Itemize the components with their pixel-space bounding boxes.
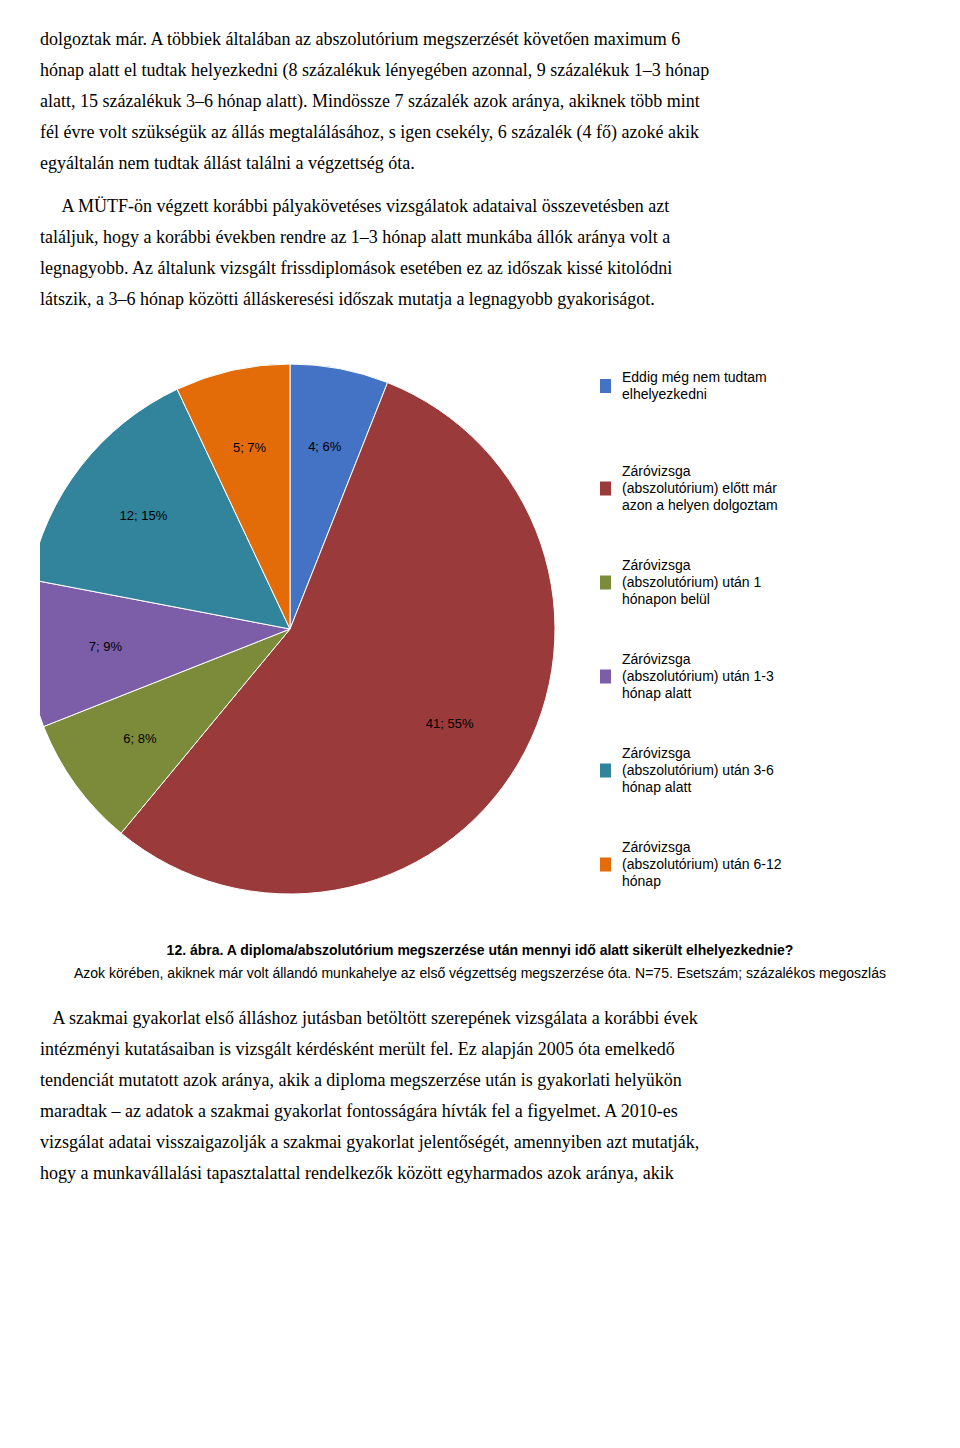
paragraph-gap: [40, 179, 920, 191]
text-line: fél évre volt szükségük az állás megtalá…: [40, 117, 920, 148]
data-label: 5; 7%: [233, 440, 267, 455]
legend-label-line: Záróvizsga: [622, 651, 691, 667]
legend-label-line: Záróvizsga: [622, 463, 691, 479]
legend-label-line: hónap alatt: [622, 685, 691, 701]
legend-item: Záróvizsga(abszolutórium) után 1-3hónap …: [600, 651, 774, 701]
text-line: egyáltalán nem tudtak állást találni a v…: [40, 148, 920, 179]
legend-label-line: (abszolutórium) után 6-12: [622, 856, 782, 872]
legend-label-line: elhelyezkedni: [622, 386, 707, 402]
text-line: dolgoztak már. A többiek általában az ab…: [40, 24, 920, 55]
legend-label-line: (abszolutórium) előtt már: [622, 480, 777, 496]
paragraph: A MÜTF-ön végzett korábbi pályakövetéses…: [40, 191, 920, 315]
legend-label-line: hónap: [622, 873, 661, 889]
text-line: A szakmai gyakorlat első álláshoz jutásb…: [40, 1003, 920, 1034]
legend-label-line: (abszolutórium) után 1: [622, 574, 762, 590]
legend-item: Záróvizsga(abszolutórium) után 1hónapon …: [600, 557, 762, 607]
text-line: hónap alatt el tudtak helyezkedni (8 szá…: [40, 55, 920, 86]
legend-label: Záróvizsga(abszolutórium) előtt márazon …: [622, 463, 778, 513]
legend-label: Záróvizsga(abszolutórium) után 6-12hónap: [622, 839, 782, 889]
pie: [40, 364, 555, 894]
chart: 4; 6% 41; 55% 6; 8% 7; 9% 12; 15% 5; 7% Eddig …: [40, 329, 920, 929]
data-label: 12; 15%: [120, 508, 168, 523]
paragraph: dolgoztak már. A többiek általában az ab…: [40, 24, 920, 179]
legend-item: Záróvizsga(abszolutórium) után 6-12hónap: [600, 839, 782, 889]
legend-swatch: [600, 858, 611, 872]
legend-label-line: hónap alatt: [622, 779, 691, 795]
legend-swatch: [600, 670, 611, 684]
legend-swatch: [600, 764, 611, 778]
text-line: alatt, 15 százalékuk 3–6 hónap alatt). M…: [40, 86, 920, 117]
legend-swatch: [600, 576, 611, 590]
legend-item: Eddig még nem tudtamelhelyezkedni: [600, 369, 767, 402]
data-label: 7; 9%: [89, 639, 123, 654]
data-label: 4; 6%: [308, 439, 342, 454]
legend-label: Záróvizsga(abszolutórium) után 3-6hónap …: [622, 745, 774, 795]
legend-label-line: Eddig még nem tudtam: [622, 369, 767, 385]
paragraph: A szakmai gyakorlat első álláshoz jutásb…: [40, 1003, 920, 1189]
data-labels: 4; 6% 41; 55% 6; 8% 7; 9% 12; 15% 5; 7%: [89, 439, 474, 745]
legend-item: Záróvizsga(abszolutórium) után 3-6hónap …: [600, 745, 774, 795]
legend: Eddig még nem tudtamelhelyezkedni Záróviz…: [600, 369, 782, 889]
text-line: maradtak – az adatok a szakmai gyakorlat…: [40, 1096, 920, 1127]
legend-label-line: Záróvizsga: [622, 745, 691, 761]
legend-label: Záróvizsga(abszolutórium) után 1hónapon …: [622, 557, 762, 607]
legend-swatch: [600, 379, 611, 393]
title: 12. ábra. A diploma/abszolutórium megsze…: [0, 941, 960, 960]
legend-label: Záróvizsga(abszolutórium) után 1-3hónap …: [622, 651, 774, 701]
legend-label-line: (abszolutórium) után 3-6: [622, 762, 774, 778]
text-line: A MÜTF-ön végzett korábbi pályakövetéses…: [40, 191, 920, 222]
legend-label-line: azon a helyen dolgoztam: [622, 497, 778, 513]
text-line: intézményi kutatásaiban is vizsgált kérd…: [40, 1034, 920, 1065]
data-label: 41; 55%: [426, 716, 474, 731]
chart-container: 4; 6% 41; 55% 6; 8% 7; 9% 12; 15% 5; 7% Eddig …: [0, 315, 960, 933]
legend-label-line: Záróvizsga: [622, 839, 691, 855]
legend-label-line: hónapon belül: [622, 591, 710, 607]
text-block: A szakmai gyakorlat első álláshoz jutásb…: [0, 983, 960, 1189]
pie-slice: [177, 364, 290, 629]
data-label: 6; 8%: [123, 731, 157, 746]
legend-swatch: [600, 482, 611, 496]
text-block: dolgoztak már. A többiek általában az ab…: [0, 0, 960, 315]
text-line: vizsgálat adatai visszaigazolják a szakm…: [40, 1127, 920, 1158]
legend-label-line: Záróvizsga: [622, 557, 691, 573]
legend-label: Eddig még nem tudtamelhelyezkedni: [622, 369, 767, 402]
text-line: legnagyobb. Az általunk vizsgált frissdi…: [40, 253, 920, 284]
text-line: találjuk, hogy a korábbi években rendre …: [40, 222, 920, 253]
text-line: hogy a munkavállalási tapasztalattal ren…: [40, 1158, 920, 1189]
legend-label-line: (abszolutórium) után 1-3: [622, 668, 774, 684]
legend-item: Záróvizsga(abszolutórium) előtt márazon …: [600, 463, 778, 513]
subtitle: Azok körében, akiknek már volt állandó m…: [0, 964, 960, 983]
text-line: látszik, a 3–6 hónap közötti álláskeresé…: [40, 284, 920, 315]
text-line: tendenciát mutatott azok aránya, akik a …: [40, 1065, 920, 1096]
